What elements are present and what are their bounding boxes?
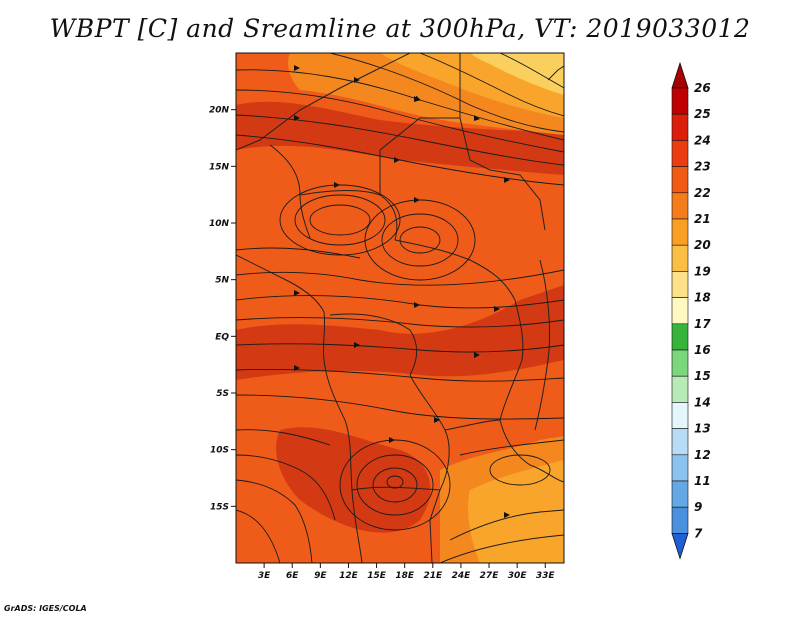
colorbar-label: 23 — [694, 160, 711, 174]
longitude-tick-label: 9E — [314, 571, 327, 581]
temperature-fill-dark-equator — [236, 285, 564, 380]
colorbar-label: 25 — [694, 107, 711, 121]
colorbar-segment — [671, 506, 689, 534]
colorbar-segment — [671, 140, 689, 167]
colorbar-label: 18 — [694, 291, 711, 305]
colorbar-label: 19 — [694, 264, 711, 278]
colorbar-segment — [671, 454, 689, 482]
colorbar-label: 20 — [694, 238, 711, 252]
colorbar-segment — [671, 349, 689, 377]
longitude-tick-label: 18E — [395, 571, 415, 581]
streamline-arrows — [294, 65, 510, 518]
colorbar-segment — [671, 375, 689, 403]
colorbar-label: 22 — [694, 186, 711, 200]
colorbar-label: 11 — [694, 474, 711, 488]
chart-title: WBPT [C] and Sreamline at 300hPa, VT: 20… — [49, 14, 751, 43]
colorbar-top-arrow — [671, 61, 689, 89]
colorbar-segment — [671, 402, 689, 429]
latitude-tick-label: 5N — [215, 276, 229, 286]
colorbar-label: 9 — [694, 500, 702, 514]
colorbar-label: 16 — [694, 343, 711, 357]
colorbar-segment — [671, 218, 689, 246]
colorbar-segment — [671, 113, 689, 141]
colorbar: 26 25 24 23 22 21 20 19 18 17 16 15 14 13 12 11 9 7 — [671, 61, 711, 560]
longitude-tick-label: 27E — [480, 571, 500, 581]
longitude-tick-label: 33E — [536, 571, 556, 581]
colorbar-segment — [671, 480, 689, 508]
colorbar-label: 24 — [694, 133, 711, 147]
colorbar-segment — [671, 297, 689, 325]
colorbar-segment — [671, 192, 689, 220]
colorbar-label: 15 — [694, 369, 711, 383]
colorbar-label: 14 — [694, 395, 711, 409]
longitude-tick-label: 30E — [508, 571, 528, 581]
colorbar-segment — [671, 244, 689, 272]
colorbar-bottom-arrow — [671, 533, 689, 560]
colorbar-label: 21 — [694, 212, 711, 226]
latitude-tick-label: 10N — [209, 219, 230, 229]
temperature-fill-dark-north — [236, 101, 564, 175]
latitude-tick-label: 10S — [210, 446, 229, 456]
map-frame — [235, 52, 565, 564]
colorbar-segment — [671, 271, 689, 298]
colorbar-label: 7 — [694, 526, 703, 540]
longitude-tick-label: 12E — [339, 571, 359, 581]
colorbar-segment — [671, 166, 689, 194]
colorbar-label: 12 — [694, 448, 711, 462]
longitude-tick-label: 21E — [423, 571, 443, 581]
longitude-axis: 3E 6E 9E 12E 15E 18E 21E 24E 27E 30E 33E — [258, 563, 556, 581]
latitude-axis: 20N 15N 10N 5N EQ 5S 10S 15S — [209, 106, 236, 512]
latitude-tick-label: 5S — [216, 389, 229, 399]
latitude-tick-label: 15N — [209, 162, 230, 172]
longitude-tick-label: 15E — [367, 571, 387, 581]
colorbar-label: 26 — [694, 81, 711, 95]
longitude-tick-label: 24E — [452, 571, 472, 581]
latitude-tick-label: 20N — [209, 106, 230, 116]
temperature-fill-pale-north — [470, 53, 564, 95]
colorbar-segment — [671, 323, 689, 351]
longitude-tick-label: 6E — [286, 571, 299, 581]
latitude-tick-label: EQ — [215, 332, 229, 342]
map-plot-area — [236, 53, 564, 563]
temperature-fill-dark-south — [276, 427, 431, 533]
colorbar-segment — [671, 428, 689, 456]
colorbar-segment — [671, 87, 689, 115]
country-borders — [236, 53, 564, 563]
colorbar-label: 13 — [694, 422, 711, 436]
grads-credit: GrADS: IGES/COLA — [4, 604, 87, 613]
longitude-tick-label: 3E — [258, 571, 271, 581]
latitude-tick-label: 15S — [210, 502, 229, 512]
streamlines — [236, 53, 564, 563]
colorbar-label: 17 — [694, 317, 711, 331]
